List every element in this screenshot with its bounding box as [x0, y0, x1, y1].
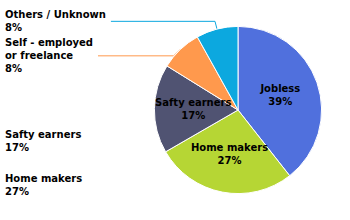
- svg-text:27%: 27%: [5, 186, 29, 197]
- svg-text:Home makers: Home makers: [5, 173, 82, 184]
- svg-text:8%: 8%: [5, 22, 22, 33]
- svg-text:Self - employed: Self - employed: [5, 37, 93, 48]
- svg-text:39%: 39%: [268, 96, 292, 107]
- svg-text:Jobless: Jobless: [259, 83, 300, 94]
- svg-text:Home makers: Home makers: [191, 142, 268, 153]
- svg-text:17%: 17%: [5, 142, 29, 153]
- svg-text:8%: 8%: [5, 63, 22, 74]
- svg-text:17%: 17%: [181, 110, 205, 121]
- svg-text:Others / Unknown: Others / Unknown: [5, 9, 106, 20]
- svg-text:Safty earners: Safty earners: [5, 129, 81, 140]
- svg-text:or freelance: or freelance: [5, 50, 73, 61]
- svg-text:27%: 27%: [218, 155, 242, 166]
- svg-text:Safty earners: Safty earners: [155, 97, 231, 108]
